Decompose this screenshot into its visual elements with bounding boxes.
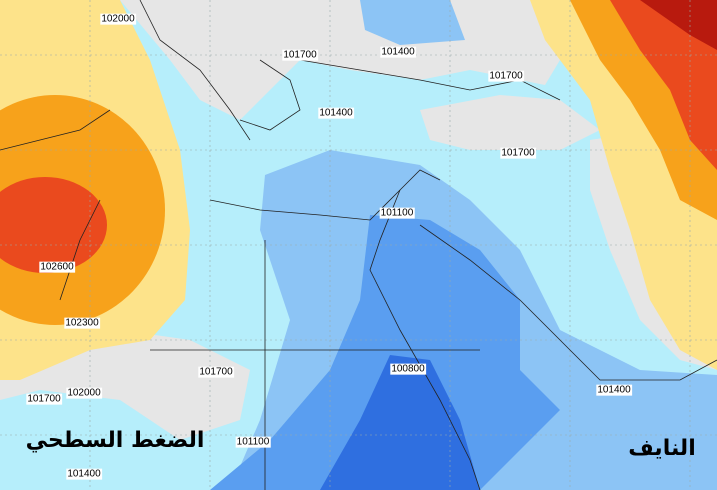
label-box bbox=[235, 436, 271, 448]
contour-label: 101400 bbox=[380, 46, 417, 58]
label-box bbox=[596, 384, 633, 396]
contour-value: 101400 bbox=[381, 47, 415, 58]
label-box bbox=[380, 46, 417, 58]
watermark: النايف bbox=[628, 436, 696, 461]
label-box bbox=[500, 147, 537, 159]
contour-value: 102600 bbox=[40, 262, 74, 273]
label-box bbox=[488, 70, 525, 82]
contour-value: 101700 bbox=[27, 394, 61, 405]
label-box bbox=[282, 49, 319, 61]
label-box bbox=[390, 363, 427, 375]
contour-label: 101100 bbox=[379, 207, 415, 219]
contour-label: 101700 bbox=[500, 147, 537, 159]
contour-value: 100800 bbox=[391, 364, 425, 375]
zone-blue-deepest bbox=[320, 355, 480, 490]
contour-value: 102300 bbox=[65, 318, 99, 329]
zone-red bbox=[0, 177, 107, 273]
contour-label: 102000 bbox=[66, 387, 103, 399]
zone-blue-deep bbox=[210, 215, 560, 490]
label-box bbox=[26, 393, 63, 405]
contour-label: 101700 bbox=[198, 366, 235, 378]
contour-value: 101700 bbox=[501, 148, 535, 159]
label-box bbox=[39, 261, 76, 273]
zone-blue bbox=[360, 0, 465, 45]
contour-value: 102000 bbox=[101, 14, 135, 25]
contour-value: 101700 bbox=[199, 367, 233, 378]
contour-label: 101400 bbox=[596, 384, 633, 396]
contour-label: 101700 bbox=[282, 49, 319, 61]
contour-label: 101400 bbox=[318, 107, 355, 119]
contour-label: 101100 bbox=[235, 436, 271, 448]
contour-label: 101400 bbox=[66, 468, 103, 480]
contour-label: 101700 bbox=[26, 393, 63, 405]
label-box bbox=[66, 387, 103, 399]
contour-value: 101100 bbox=[237, 437, 270, 448]
label-box bbox=[100, 13, 137, 25]
label-box bbox=[318, 107, 355, 119]
zone-grey bbox=[420, 95, 600, 150]
contour-value: 101400 bbox=[67, 469, 101, 480]
contour-label: 100800 bbox=[390, 363, 427, 375]
map-title: الضغط السطحي bbox=[26, 428, 205, 453]
label-box bbox=[379, 207, 415, 219]
label-box bbox=[198, 366, 235, 378]
label-box bbox=[64, 317, 101, 329]
contour-label: 102600 bbox=[39, 261, 76, 273]
contour-value: 102000 bbox=[67, 388, 101, 399]
contour-label: 101700 bbox=[488, 70, 525, 82]
contour-value: 101700 bbox=[489, 71, 523, 82]
contour-value: 101100 bbox=[381, 208, 414, 219]
contour-value: 101400 bbox=[319, 108, 353, 119]
label-box bbox=[66, 468, 103, 480]
contour-value: 101700 bbox=[283, 50, 317, 61]
contour-label: 102000 bbox=[100, 13, 137, 25]
contour-value: 101400 bbox=[597, 385, 631, 396]
contour-label: 102300 bbox=[64, 317, 101, 329]
zone-darkred bbox=[640, 0, 717, 50]
zone-red bbox=[610, 0, 717, 170]
